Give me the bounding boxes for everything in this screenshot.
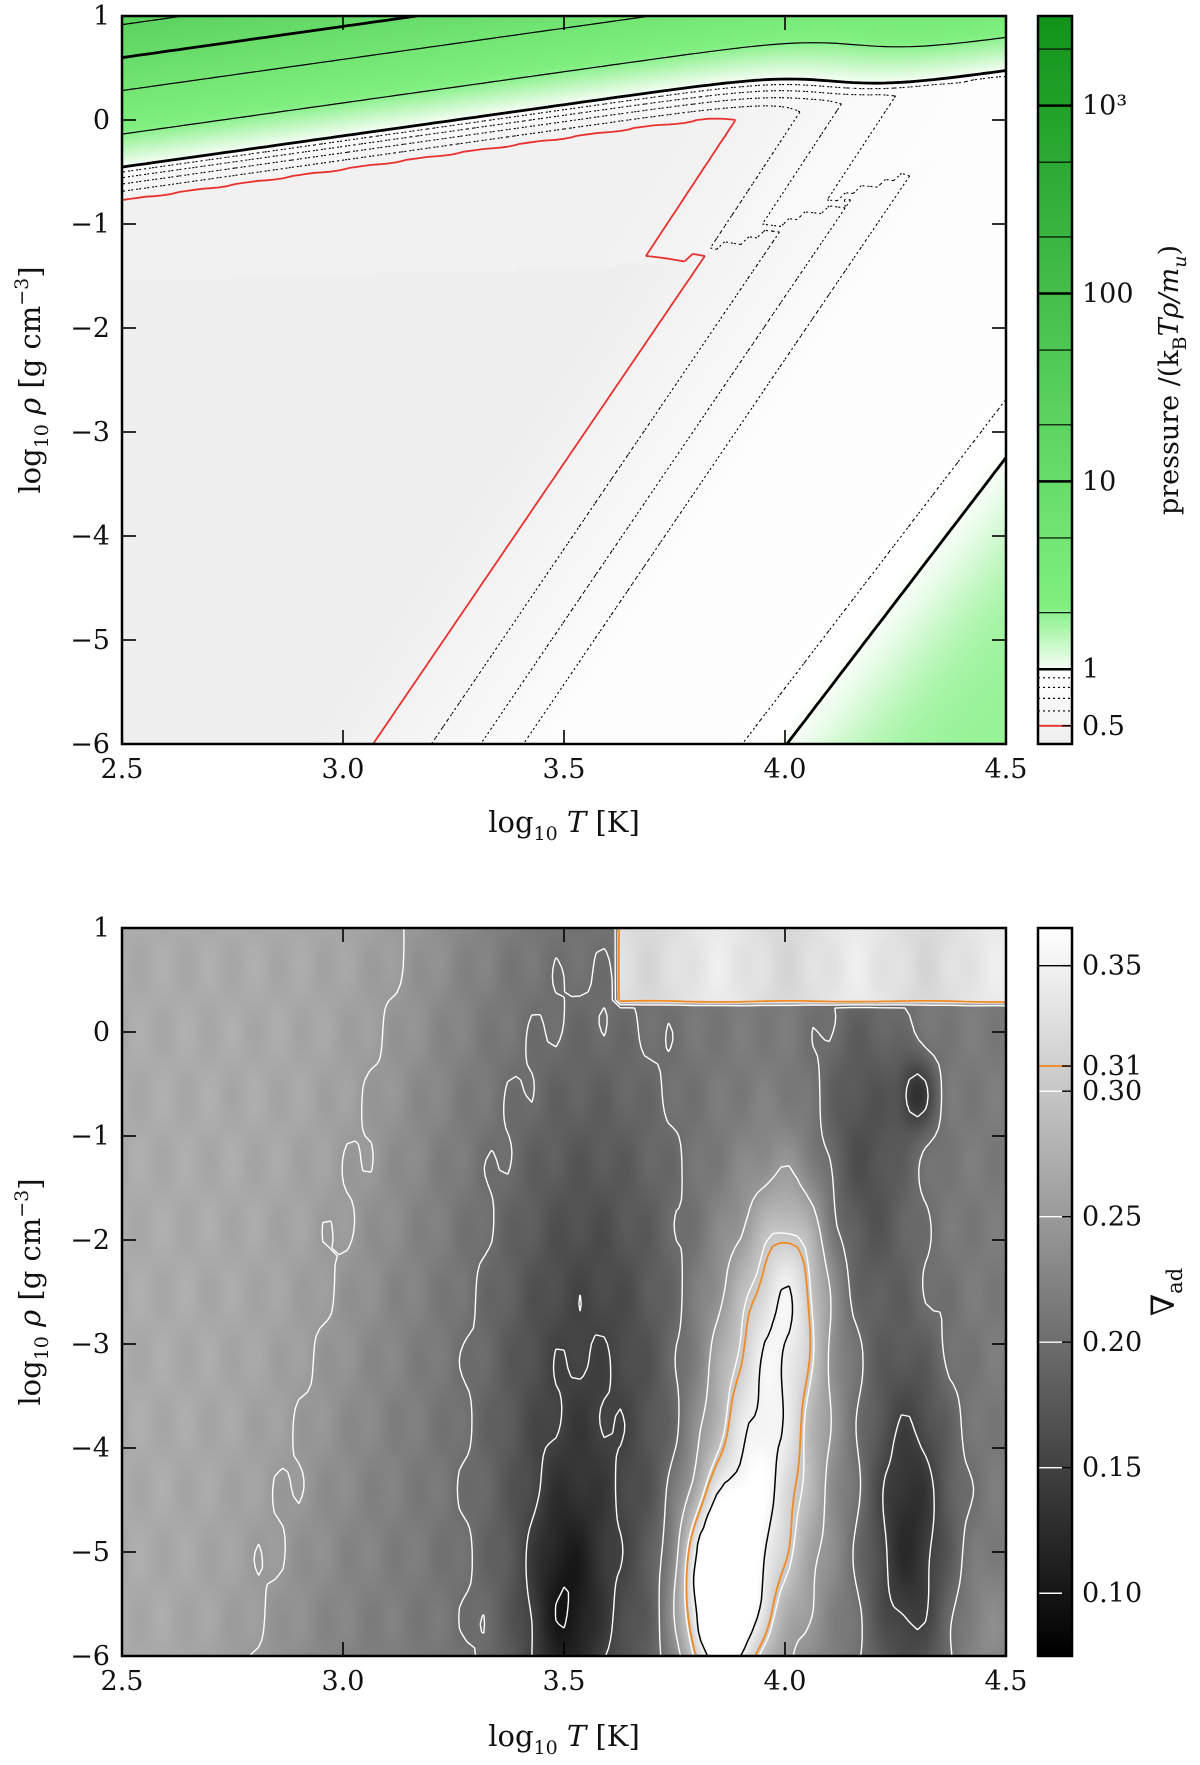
top-y-tick-label: −2	[70, 313, 110, 344]
bot-y-tick-label: −1	[70, 1121, 110, 1152]
bot-y-tick-label: −5	[70, 1537, 110, 1568]
bot-x-tick-label: 4.0	[764, 1666, 807, 1697]
bot-y-tick-label: −2	[70, 1225, 110, 1256]
top-x-tick-label: 3.0	[322, 754, 365, 785]
top-x-tick-label: 2.5	[101, 754, 144, 785]
top-axis-ticks: 2.5 3.0 3.5 4.0 4.5 1 0 −1 −2 −3 −4 −5 −6	[70, 1, 1027, 785]
top-heatmap	[122, 16, 1006, 744]
top-x-axis-label: log10 T [K]	[488, 805, 640, 845]
top-y-tick-label: −4	[70, 521, 110, 552]
bot-x-tick-label: 4.5	[985, 1666, 1028, 1697]
bot-x-tick-label: 3.0	[322, 1666, 365, 1697]
top-colorbar-tick-label: 0.5	[1082, 711, 1125, 742]
bot-colorbar-tick-label: 0.30	[1082, 1076, 1142, 1107]
bot-colorbar-tick-label: 0.35	[1082, 951, 1142, 982]
bot-colorbar-tick-label: 0.25	[1082, 1202, 1142, 1233]
top-colorbar: 0.5 1 10 100 10³ pressure /(kBTρ/mu)	[1036, 14, 1191, 746]
top-y-tick-label: 0	[93, 105, 110, 136]
bottom-panel: 2.5 3.0 3.5 4.0 4.5 1 0 −1 −2 −3 −4 −5 −6 log10 T [K…	[11, 913, 1187, 1759]
bottom-contour-line	[525, 1073, 935, 1656]
bot-x-tick-label: 2.5	[101, 1666, 144, 1697]
bot-colorbar-tick-label: 0.10	[1082, 1578, 1142, 1609]
bottom-axis-ticks: 2.5 3.0 3.5 4.0 4.5 1 0 −1 −2 −3 −4 −5 −6	[70, 913, 1027, 1697]
bot-y-tick-label: −4	[70, 1433, 110, 1464]
top-colorbar-tick-label: 10³	[1082, 91, 1127, 122]
bottom-colorbar: 0.10 0.15 0.20 0.25 0.300.31 0.35 ∇ad	[1036, 926, 1187, 1658]
top-colorbar-tick-label: 10	[1082, 466, 1116, 497]
top-contour-line	[122, 36, 1006, 135]
top-contour-line	[122, 97, 852, 744]
bot-colorbar-tick-label: 0.20	[1082, 1327, 1142, 1358]
top-contour-line	[122, 69, 1006, 744]
bot-colorbar-tick-label: 0.15	[1082, 1453, 1142, 1484]
top-y-tick-label: −1	[70, 209, 110, 240]
top-contour-line	[122, 90, 911, 744]
top-contour-line	[122, 16, 651, 92]
bottom-heatmap	[122, 928, 1006, 1656]
bottom-y-axis-label: log10 ρ [g cm−3]	[11, 1178, 53, 1405]
top-x-tick-label: 4.0	[764, 754, 807, 785]
bot-colorbar-tick-label: 0.31	[1082, 1051, 1142, 1082]
bottom-colorbar-label: ∇ad	[1144, 1268, 1187, 1316]
top-y-axis-label: log10 ρ [g cm−3]	[11, 266, 53, 493]
top-y-tick-label: −6	[70, 729, 110, 760]
top-colorbar-tick-label: 1	[1082, 654, 1099, 685]
bot-y-tick-label: −3	[70, 1329, 110, 1360]
top-colorbar-frame	[1036, 14, 1074, 746]
bottom-contour-line	[617, 928, 1006, 1656]
top-contour-line	[122, 105, 801, 744]
bottom-colorbar-ticks: 0.10 0.15 0.20 0.25 0.300.31 0.35	[1062, 951, 1142, 1609]
bottom-contour-line	[249, 928, 1006, 1656]
bot-x-tick-label: 3.5	[543, 1666, 586, 1697]
bot-y-tick-label: 1	[93, 913, 110, 944]
bottom-colorbar-frame	[1036, 926, 1074, 1658]
bottom-contour-line	[554, 1586, 570, 1629]
top-y-tick-label: 1	[93, 1, 110, 32]
top-contours	[122, 16, 1006, 744]
bot-y-tick-label: −6	[70, 1641, 110, 1672]
top-x-tick-label: 4.5	[985, 754, 1028, 785]
top-x-tick-label: 3.5	[543, 754, 586, 785]
top-y-tick-label: −5	[70, 625, 110, 656]
top-contour-line	[122, 75, 1006, 744]
top-contour-line	[122, 16, 417, 59]
bottom-contour-line	[456, 947, 975, 1656]
top-contour-line	[122, 117, 737, 744]
bottom-contours	[249, 928, 1006, 1656]
top-colorbar-tick-label: 100	[1082, 279, 1134, 310]
bottom-x-axis-label: log10 T [K]	[488, 1719, 640, 1759]
top-colorbar-ticks: 0.5 1 10 100 10³	[1062, 91, 1134, 742]
bot-y-tick-label: 0	[93, 1017, 110, 1048]
bottom-contour-line	[692, 1285, 794, 1656]
top-colorbar-label: pressure /(kBTρ/mu)	[1154, 245, 1191, 515]
top-y-tick-label: −3	[70, 417, 110, 448]
top-panel: 2.5 3.0 3.5 4.0 4.510−1−2−3−4−5−6 log10 T [K…	[11, 1, 1191, 845]
